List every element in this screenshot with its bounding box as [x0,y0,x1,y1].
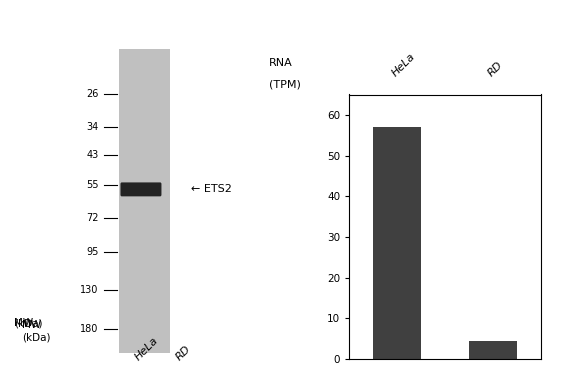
Text: 43: 43 [87,150,99,160]
Text: 130: 130 [80,285,99,294]
Text: RD: RD [486,60,505,79]
Text: 34: 34 [87,122,99,132]
Text: MW: MW [22,320,41,330]
Text: 95: 95 [86,246,99,257]
Bar [469,341,517,359]
Text: RNA: RNA [268,58,292,68]
Text: 26: 26 [86,89,99,99]
Text: 180: 180 [80,324,99,334]
Text: 72: 72 [86,213,99,223]
Bar [373,127,421,359]
Text: (TPM): (TPM) [268,79,300,89]
FancyBboxPatch shape [120,183,161,196]
Text: HeLa: HeLa [390,51,417,79]
Text: ← ETS2: ← ETS2 [191,184,232,194]
Text: 55: 55 [86,180,99,190]
Text: RD: RD [173,344,192,362]
Text: (kDa): (kDa) [14,307,42,328]
Bar [119,49,171,353]
Text: (kDa): (kDa) [22,332,51,342]
Text: MW: MW [14,318,33,328]
Text: HeLa: HeLa [133,335,159,362]
